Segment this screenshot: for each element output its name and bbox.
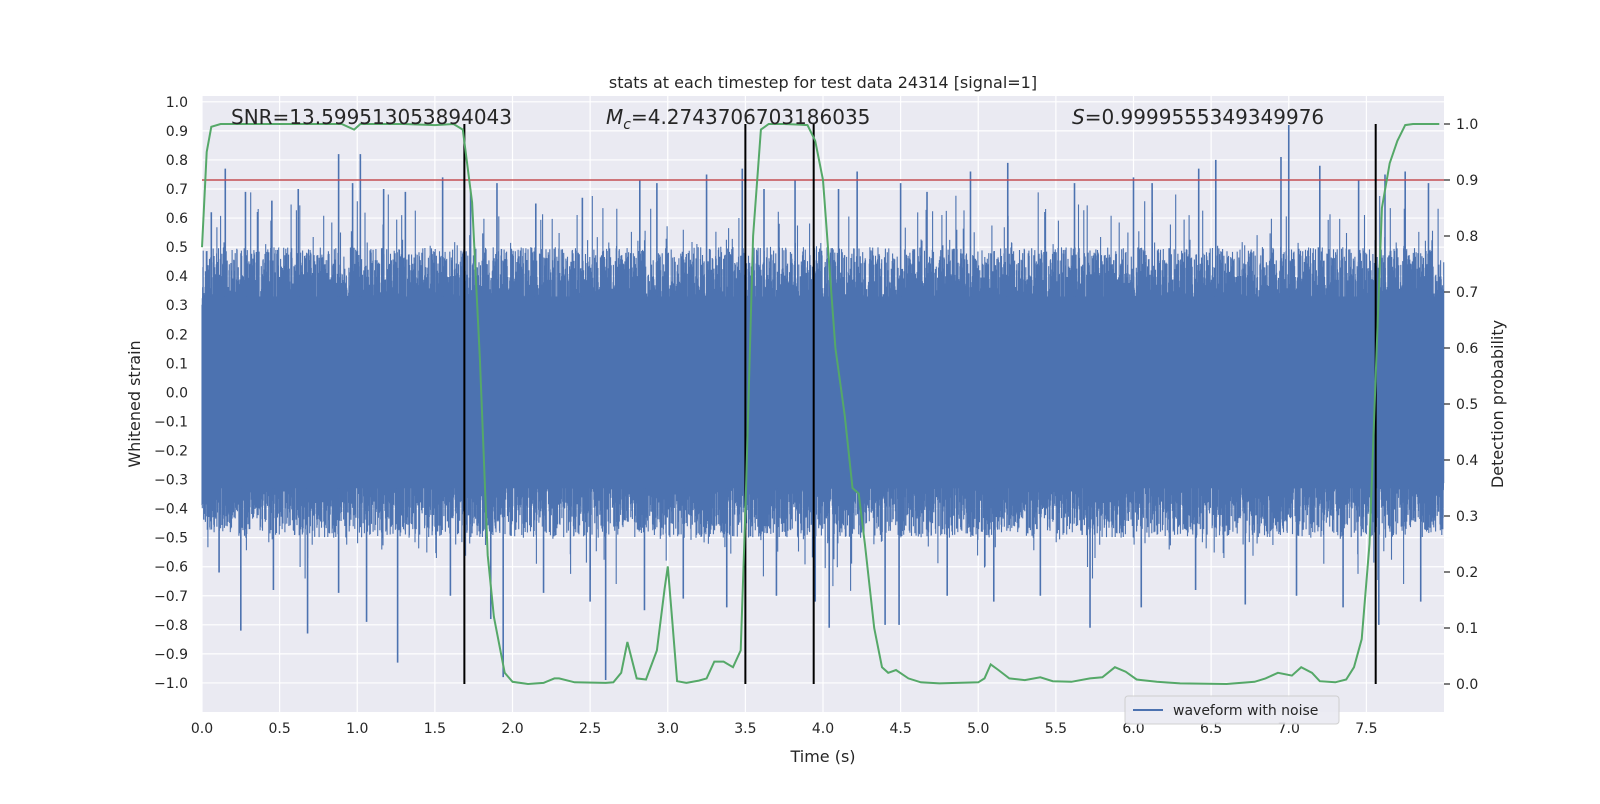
y-tick-label: 0.5	[166, 240, 188, 256]
x-tick-label: 3.5	[734, 721, 756, 737]
x-tick-label: 0.5	[268, 721, 290, 737]
y2-tick-label: 1.0	[1456, 117, 1478, 133]
x-tick-label: 1.5	[424, 721, 446, 737]
y-axis-label: Whitened strain	[125, 340, 144, 467]
y-tick-label: −0.1	[154, 414, 188, 430]
y2-tick-label: 0.9	[1456, 173, 1478, 189]
x-tick-label: 5.5	[1045, 721, 1067, 737]
y2-tick-label: 0.6	[1456, 341, 1478, 357]
y-tick-label: −0.7	[154, 589, 188, 605]
x-tick-label: 2.0	[501, 721, 523, 737]
chirp-mass-subscript: c	[623, 117, 631, 133]
y2-tick-label: 0.7	[1456, 285, 1478, 301]
x-tick-label: 6.0	[1122, 721, 1144, 737]
waveform-core	[202, 296, 1444, 489]
snr-annotation: SNR=13.599513053894043	[231, 105, 512, 129]
legend-label-waveform: waveform with noise	[1173, 703, 1318, 719]
y-tick-label: −0.3	[154, 473, 188, 489]
y-tick-label: 0.8	[166, 153, 188, 169]
x-tick-label: 7.5	[1355, 721, 1377, 737]
probability-series	[201, 122, 1440, 686]
x-tick-label: 7.0	[1278, 721, 1300, 737]
y-tick-label: 0.0	[166, 385, 188, 401]
y2-tick-label: 0.2	[1456, 565, 1478, 581]
y2-tick-label: 0.5	[1456, 397, 1478, 413]
chirp-mass-symbol: M	[606, 105, 623, 129]
legend-box	[1124, 695, 1340, 725]
y-tick-label: 0.7	[166, 182, 188, 198]
y-tick-label: −0.8	[154, 618, 188, 634]
y-tick-label: 1.0	[166, 95, 188, 111]
chart-title: stats at each timestep for test data 243…	[609, 73, 1037, 92]
y-tick-label: 0.6	[166, 211, 188, 227]
stat-symbol: S	[1072, 105, 1085, 129]
tick-labels: 0.0 0.5 1.0 1.5 2.0 2.5 3.0 3.5 4.0 4.5 5.0 5.5 6.0 6…	[154, 95, 1478, 737]
x-axis-label: Time (s)	[789, 747, 855, 766]
stat-value: =0.9999555349349976	[1085, 105, 1324, 129]
detection-probability-line	[201, 122, 1440, 686]
y-tick-label: 0.2	[166, 327, 188, 343]
y-tick-label: 0.9	[166, 124, 188, 140]
stat-annotation: S=0.9999555349349976	[1072, 105, 1324, 129]
y-tick-label: −0.6	[154, 560, 188, 576]
chirp-mass-value: =4.2743706703186035	[631, 105, 870, 129]
y2-axis-label: Detection probability	[1488, 320, 1507, 488]
y-tick-label: 0.3	[166, 298, 188, 314]
x-tick-label: 1.0	[346, 721, 368, 737]
y2-tick-label: 0.8	[1456, 229, 1478, 245]
waveform-series	[201, 125, 1445, 681]
y2-tick-label: 0.1	[1456, 621, 1478, 637]
chirp-mass-annotation: Mc=4.2743706703186035	[606, 105, 870, 133]
x-tick-label: 4.0	[812, 721, 834, 737]
y2-tick-label: 0.0	[1456, 677, 1478, 693]
y-tick-label: 0.4	[166, 269, 188, 285]
y-tick-label: −0.4	[154, 502, 188, 518]
x-tick-label: 3.0	[657, 721, 679, 737]
x-tick-label: 2.5	[579, 721, 601, 737]
y-tick-label: −0.5	[154, 531, 188, 547]
x-tick-label: 4.5	[889, 721, 911, 737]
y-tick-label: −0.9	[154, 647, 188, 663]
legend: waveform with noise	[1124, 695, 1340, 725]
x-tick-label: 6.5	[1200, 721, 1222, 737]
y2-tick-label: 0.4	[1456, 453, 1478, 469]
y-tick-label: −0.2	[154, 443, 188, 459]
y2-tick-label: 0.3	[1456, 509, 1478, 525]
y-tick-label: 0.1	[166, 356, 188, 372]
x-tick-label: 0.0	[191, 721, 213, 737]
x-tick-label: 5.0	[967, 721, 989, 737]
y-tick-label: −1.0	[154, 676, 188, 692]
vertical-markers	[463, 124, 1377, 684]
